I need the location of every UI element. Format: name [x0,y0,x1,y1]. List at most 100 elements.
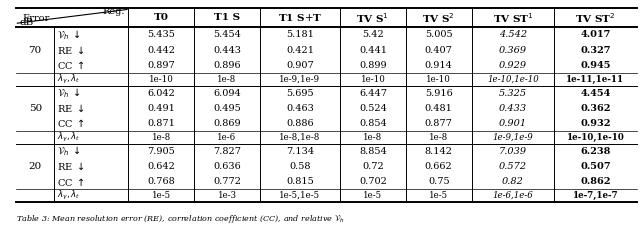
Text: 1e-9,1e-9: 1e-9,1e-9 [280,75,321,84]
Text: 0.886: 0.886 [286,119,314,128]
Text: 1e-6: 1e-6 [218,133,237,142]
Text: 5.454: 5.454 [213,30,241,39]
Text: 7.905: 7.905 [147,147,175,156]
Text: 0.636: 0.636 [213,162,241,171]
Text: 1e-7,1e-7: 1e-7,1e-7 [573,191,618,200]
Text: 5.005: 5.005 [425,30,452,39]
Text: 0.772: 0.772 [213,177,241,186]
Text: 6.094: 6.094 [213,89,241,98]
Text: 8.142: 8.142 [425,147,452,156]
Text: 0.75: 0.75 [428,177,449,186]
Text: 70: 70 [29,46,42,55]
Text: 7.039: 7.039 [499,147,527,156]
Text: 1e-6,1e-6: 1e-6,1e-6 [493,191,533,200]
Text: 6.042: 6.042 [147,89,175,98]
Text: 7.134: 7.134 [286,147,314,156]
Text: 6.238: 6.238 [580,147,611,156]
Text: CC $\uparrow$: CC $\uparrow$ [57,117,85,130]
Text: 1e-8: 1e-8 [218,75,237,84]
Text: 0.877: 0.877 [425,119,452,128]
Text: 8.854: 8.854 [359,147,387,156]
Text: 7.827: 7.827 [213,147,241,156]
Text: 0.862: 0.862 [580,177,611,186]
Text: 5.42: 5.42 [362,30,384,39]
Text: 0.897: 0.897 [147,61,175,70]
Text: 5.325: 5.325 [499,89,527,98]
Text: 0.421: 0.421 [286,46,314,55]
Text: 5.695: 5.695 [286,89,314,98]
Text: 1e-5: 1e-5 [152,191,171,200]
Text: 0.58: 0.58 [289,162,310,171]
Text: 0.702: 0.702 [359,177,387,186]
Text: 4.017: 4.017 [580,30,611,39]
Text: 1e-10,1e-10: 1e-10,1e-10 [487,75,539,84]
Text: 0.932: 0.932 [580,119,611,128]
Text: $\mathcal{V}_h$ $\downarrow$: $\mathcal{V}_h$ $\downarrow$ [57,86,81,100]
Text: 1e-8,1e-8: 1e-8,1e-8 [279,133,321,142]
Text: TV S$^2$: TV S$^2$ [422,11,455,25]
Text: T0: T0 [154,14,169,22]
Text: 0.407: 0.407 [425,46,452,55]
Text: 1e-5: 1e-5 [429,191,448,200]
Text: 1e-9,1e-9: 1e-9,1e-9 [493,133,533,142]
Text: 0.362: 0.362 [580,104,611,113]
Text: 1e-8: 1e-8 [152,133,171,142]
Text: 1e-8: 1e-8 [429,133,448,142]
Text: 1e-3: 1e-3 [218,191,236,200]
Text: 0.507: 0.507 [580,162,611,171]
Text: 4.542: 4.542 [499,30,527,39]
Text: dB: dB [20,18,34,27]
Text: 0.871: 0.871 [147,119,175,128]
Text: 1e-5,1e-5: 1e-5,1e-5 [280,191,321,200]
Text: 50: 50 [29,104,42,113]
Text: 0.768: 0.768 [147,177,175,186]
Text: 0.442: 0.442 [147,46,175,55]
Text: T1 S: T1 S [214,14,240,22]
Text: $\mathcal{V}_h$ $\downarrow$: $\mathcal{V}_h$ $\downarrow$ [57,144,81,158]
Text: 1e-10: 1e-10 [360,75,385,84]
Text: 0.572: 0.572 [499,162,527,171]
Text: 5.916: 5.916 [425,89,452,98]
Text: 0.481: 0.481 [425,104,452,113]
Text: Reg.: Reg. [102,7,124,16]
Text: CC $\uparrow$: CC $\uparrow$ [57,176,85,188]
Text: 1e-10: 1e-10 [426,75,451,84]
Text: RE $\downarrow$: RE $\downarrow$ [57,45,84,56]
Text: 0.899: 0.899 [359,61,387,70]
Text: 0.327: 0.327 [580,46,611,55]
Text: 0.662: 0.662 [425,162,452,171]
Text: Table 3: Mean resolution error (RE), correlation coefficient (CC), and relative : Table 3: Mean resolution error (RE), cor… [16,214,344,225]
Text: 5.181: 5.181 [286,30,314,39]
Text: 0.72: 0.72 [362,162,384,171]
Text: 0.642: 0.642 [147,162,175,171]
Text: 0.854: 0.854 [359,119,387,128]
Text: TV S$^1$: TV S$^1$ [356,11,389,25]
Text: 0.901: 0.901 [499,119,527,128]
Text: $\lambda_\gamma,\lambda_t$: $\lambda_\gamma,\lambda_t$ [57,131,81,144]
Text: RE $\downarrow$: RE $\downarrow$ [57,161,84,172]
Text: 0.914: 0.914 [425,61,452,70]
Text: 0.433: 0.433 [499,104,527,113]
Text: 0.443: 0.443 [213,46,241,55]
Text: $\lambda_\gamma,\lambda_t$: $\lambda_\gamma,\lambda_t$ [57,73,81,86]
Text: 0.82: 0.82 [502,177,524,186]
Text: 6.447: 6.447 [359,89,387,98]
Text: $\mathcal{V}_h$ $\downarrow$: $\mathcal{V}_h$ $\downarrow$ [57,28,81,42]
Text: 0.441: 0.441 [359,46,387,55]
Text: 0.869: 0.869 [213,119,241,128]
Text: TV ST$^2$: TV ST$^2$ [575,11,616,25]
Text: Error: Error [22,14,50,23]
Text: 0.491: 0.491 [147,104,175,113]
Text: 1e-5: 1e-5 [364,191,383,200]
Text: 5.435: 5.435 [147,30,175,39]
Text: 0.463: 0.463 [286,104,314,113]
Text: 0.369: 0.369 [499,46,527,55]
Text: 0.945: 0.945 [580,61,611,70]
Text: TV ST$^1$: TV ST$^1$ [493,11,533,25]
Text: 4.454: 4.454 [580,89,611,98]
Text: CC $\uparrow$: CC $\uparrow$ [57,59,85,71]
Text: 0.929: 0.929 [499,61,527,70]
Text: 1e-11,1e-11: 1e-11,1e-11 [566,75,625,84]
Text: 1e-10,1e-10: 1e-10,1e-10 [566,133,625,142]
Text: 0.907: 0.907 [286,61,314,70]
